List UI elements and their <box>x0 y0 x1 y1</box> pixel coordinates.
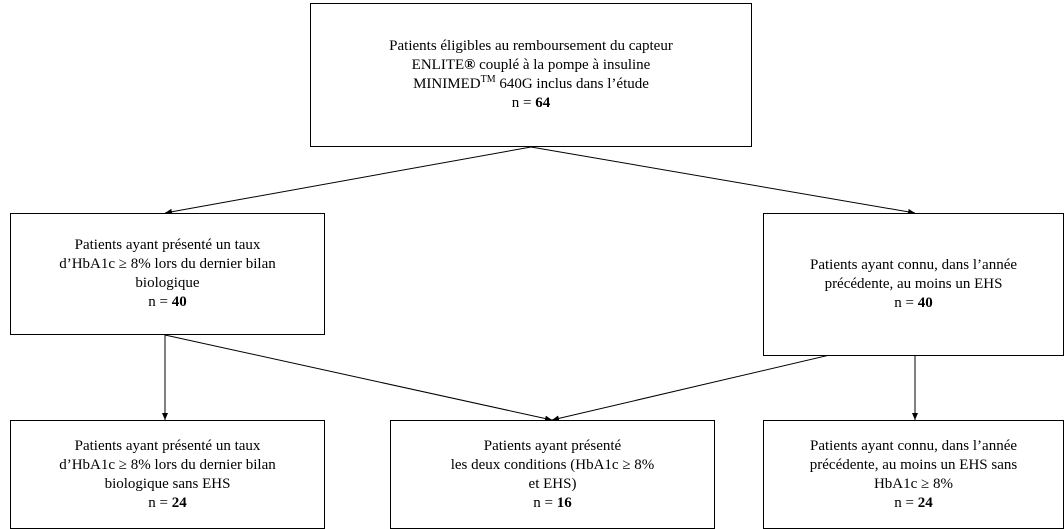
superscript: TM <box>480 74 496 85</box>
text: MINIMED <box>413 76 481 92</box>
count-line: n = 40 <box>894 294 932 313</box>
count-line: n = 40 <box>148 293 186 312</box>
count-line: n = 24 <box>894 494 932 513</box>
count-label: n = <box>511 95 532 111</box>
bold-text: ® <box>464 57 476 73</box>
node-line: Patients éligibles au remboursement du c… <box>389 37 673 56</box>
text: couplé à la pompe à insuline <box>475 57 651 73</box>
node-line: et EHS) <box>529 475 577 494</box>
arrow <box>530 146 916 215</box>
node-box: Patients ayant présenté un taux d’HbA1c ≥… <box>10 420 325 529</box>
text: Patients éligibles au remboursement du c… <box>389 38 673 54</box>
count-line: n = 16 <box>533 494 571 513</box>
node-line: précédente, au moins un EHS <box>825 275 1003 294</box>
count-label: n = <box>148 294 168 310</box>
count-value: 64 <box>535 95 551 111</box>
arrow <box>164 146 532 215</box>
count-value: 16 <box>556 494 572 511</box>
text: Patients ayant présenté un taux <box>74 237 261 253</box>
node-line: Patients ayant connu, dans l’année <box>810 256 1017 275</box>
text: d’HbA1c ≥ 8% lors du dernier bilan <box>59 456 276 473</box>
node-line: précédente, au moins un EHS sans <box>810 456 1017 475</box>
text: biologique <box>135 275 200 291</box>
text: précédente, au moins un EHS sans <box>809 456 1018 473</box>
node-box: Patients ayant présenté les deux conditio… <box>390 420 715 529</box>
count-label: n = <box>148 494 168 511</box>
count-label: n = <box>894 295 914 311</box>
node-box: Patients ayant connu, dans l’année précéd… <box>763 213 1064 356</box>
node-line: MINIMEDTM 640G inclus dans l’étude <box>413 75 649 94</box>
text: Patients ayant présenté un taux <box>74 437 261 454</box>
count-value: 40 <box>171 294 187 310</box>
count-label: n = <box>533 494 553 511</box>
text: les deux conditions (HbA1c ≥ 8% <box>450 456 655 473</box>
node-box: Patients ayant connu, dans l’année précéd… <box>763 420 1064 529</box>
count-value: 40 <box>917 295 933 311</box>
count-label: n = <box>894 494 914 511</box>
count-line: n = 64 <box>512 94 550 113</box>
node-line: ENLITE® couplé à la pompe à insuline <box>412 56 651 75</box>
node-line: biologique sans EHS <box>105 475 231 494</box>
text: Patients ayant connu, dans l’année <box>809 437 1018 454</box>
text: ENLITE <box>411 57 465 73</box>
node-line: biologique <box>135 274 199 293</box>
count-value: 24 <box>171 494 187 511</box>
node-line: d’HbA1c ≥ 8% lors du dernier bilan <box>59 456 276 475</box>
text: Patients ayant présenté <box>483 437 622 454</box>
node-line: les deux conditions (HbA1c ≥ 8% <box>451 456 655 475</box>
node-box: Patients éligibles au remboursement du c… <box>310 3 752 147</box>
text: d’HbA1c ≥ 8% lors du dernier bilan <box>59 256 276 272</box>
text: biologique sans EHS <box>104 475 231 492</box>
node-line: Patients ayant présenté un taux <box>75 437 261 456</box>
count-value: 24 <box>917 494 933 511</box>
text: précédente, au moins un EHS <box>824 276 1003 292</box>
text: et EHS) <box>528 475 577 492</box>
node-line: Patients ayant connu, dans l’année <box>810 437 1017 456</box>
text: Patients ayant connu, dans l’année <box>809 257 1018 273</box>
node-line: d’HbA1c ≥ 8% lors du dernier bilan <box>59 255 276 274</box>
arrow <box>164 334 553 422</box>
node-line: HbA1c ≥ 8% <box>874 475 953 494</box>
node-line: Patients ayant présenté <box>484 437 621 456</box>
node-line: Patients ayant présenté un taux <box>75 236 261 255</box>
text: 640G inclus dans l’étude <box>495 76 649 92</box>
node-box: Patients ayant présenté un taux d’HbA1c ≥… <box>10 213 325 335</box>
count-line: n = 24 <box>148 494 186 513</box>
text: HbA1c ≥ 8% <box>873 475 954 492</box>
